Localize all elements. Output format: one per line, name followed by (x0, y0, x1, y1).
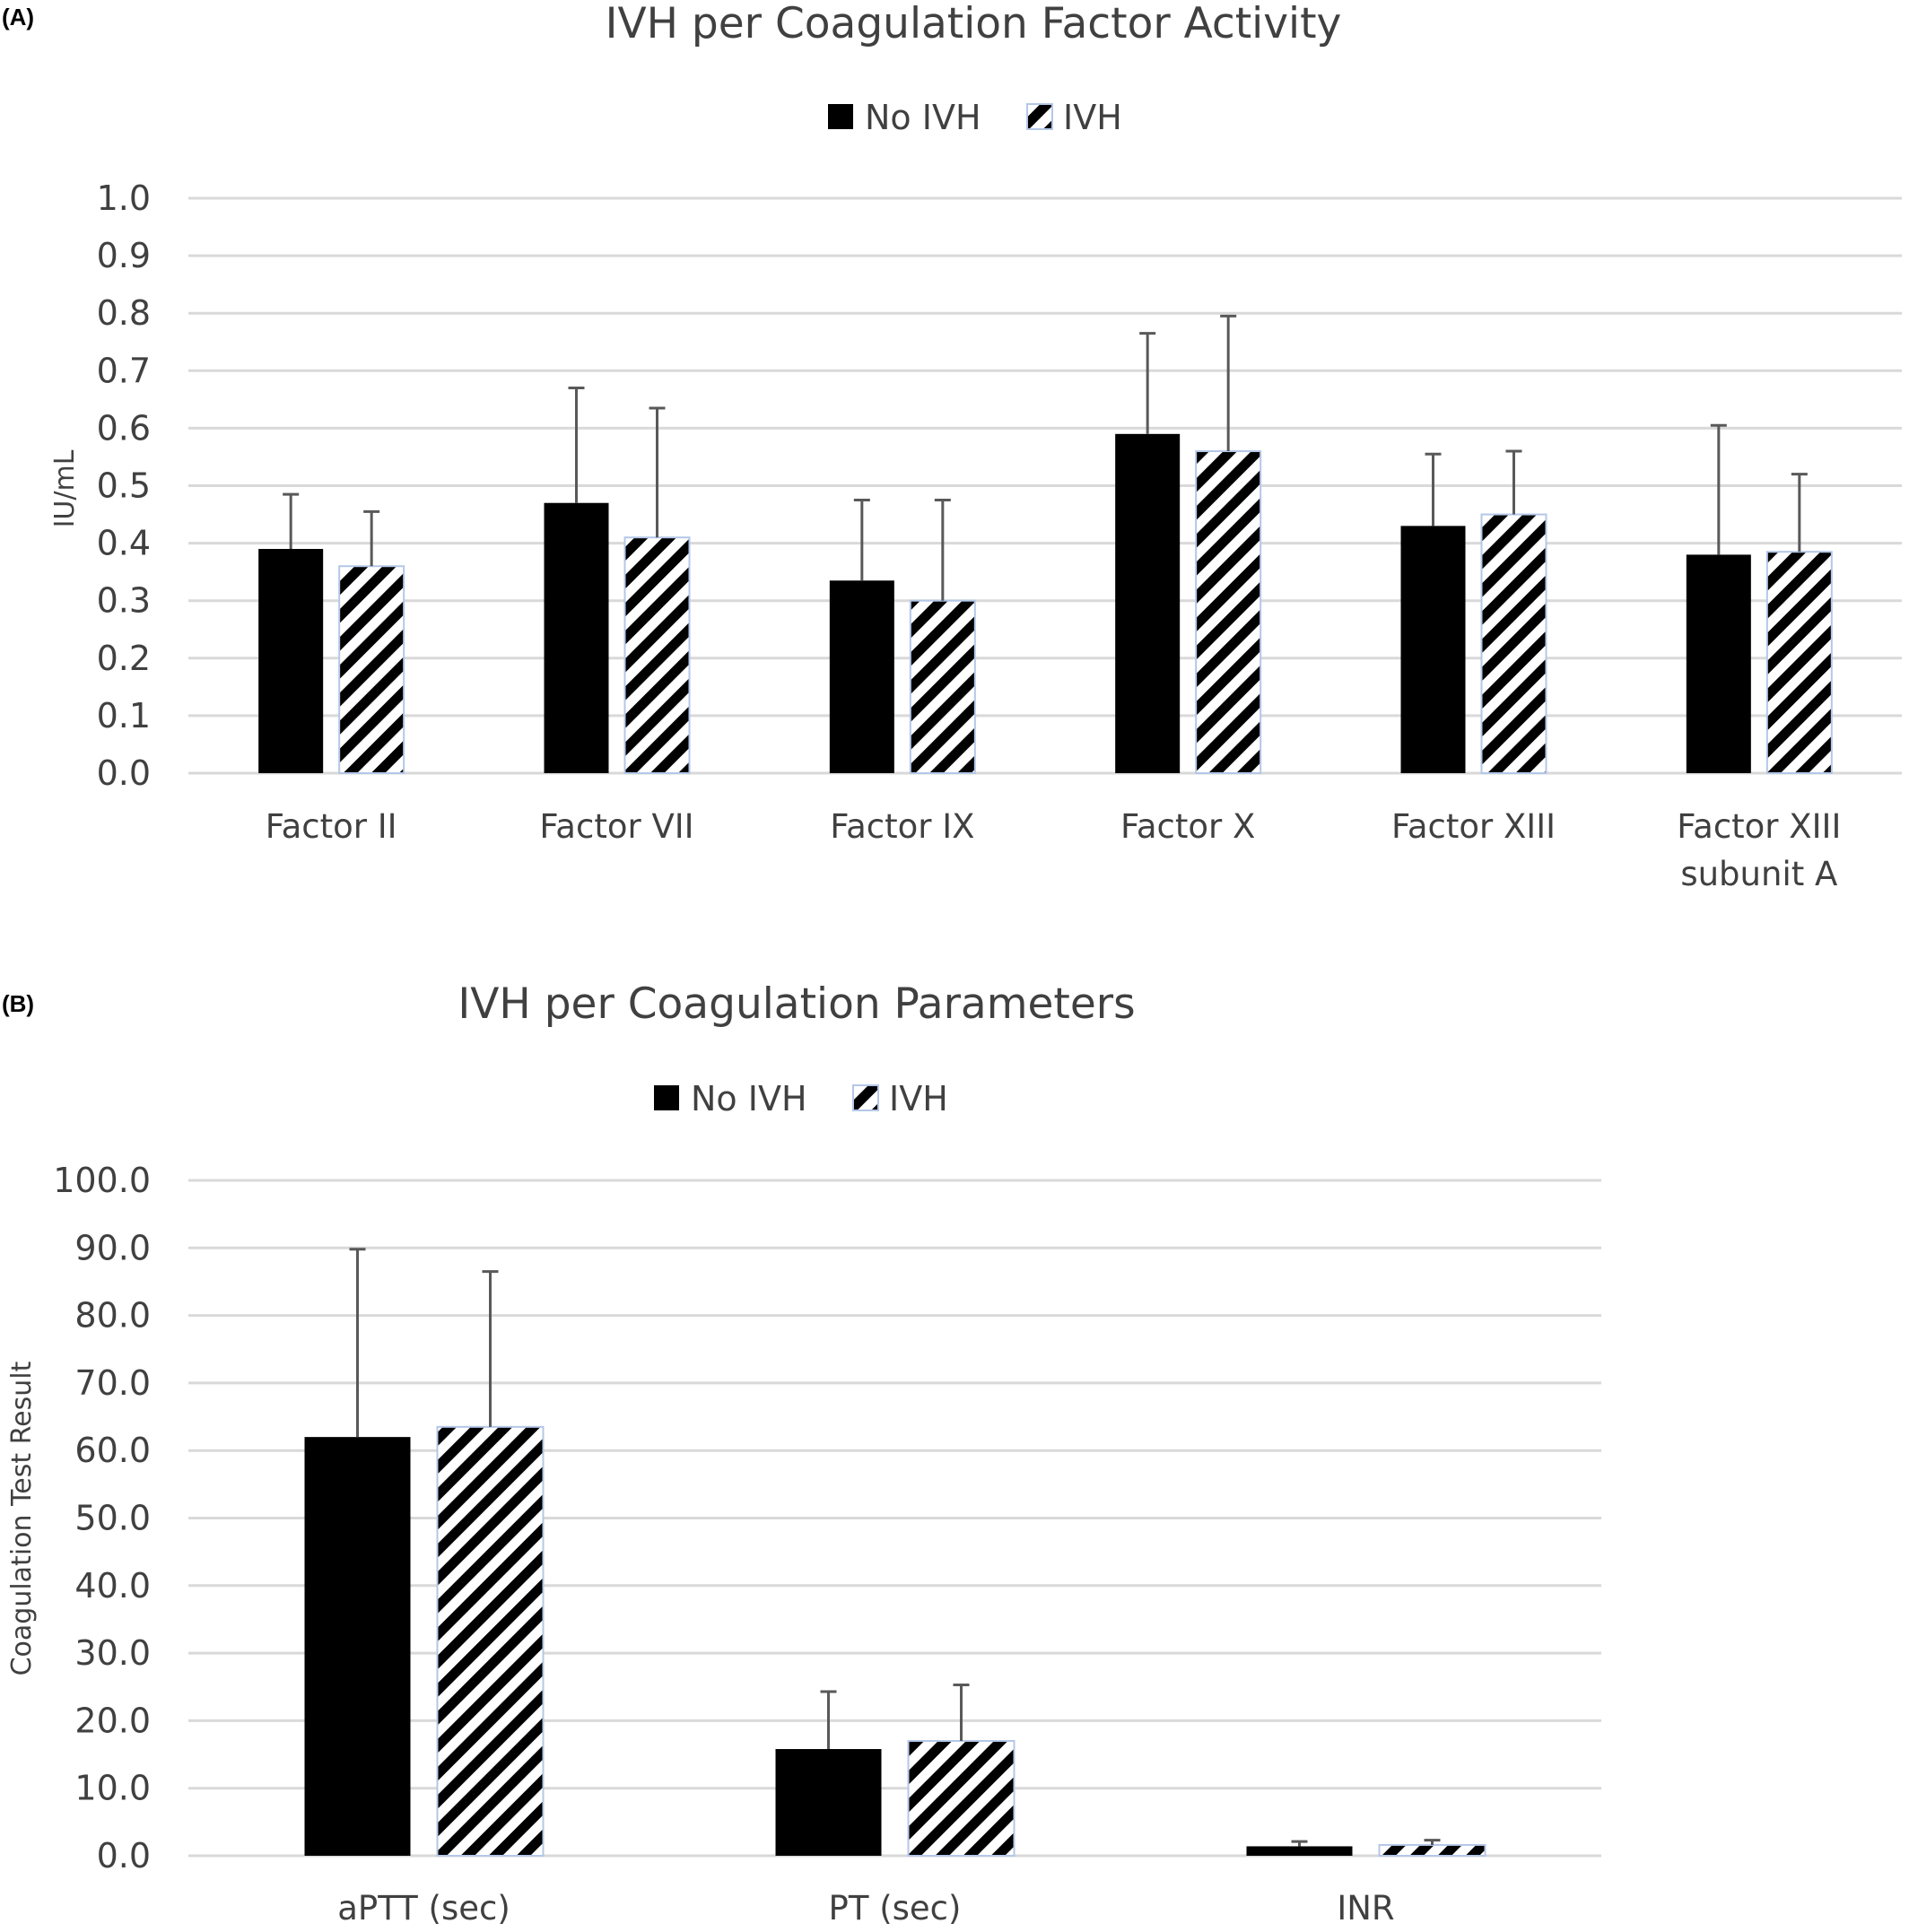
panel-b-legend-swatch-ivh (852, 1084, 879, 1111)
panel-a-bar-ivh (623, 536, 691, 774)
panel-b-plot: 0.0 10.0 20.0 30.0 40.0 50.0 60.0 70.0 80.0 90.0 1… (53, 1161, 1601, 1928)
panel-b-bar-ivh (436, 1425, 545, 1857)
panel-a-category-label: Factor II (266, 807, 397, 846)
panel-b-y-tick-label: 40.0 (74, 1566, 151, 1606)
panel-b-y-tick-label: 10.0 (74, 1769, 151, 1808)
panel-a-legend-swatch-ivh (1026, 103, 1053, 130)
panel-a-y-tick-label: 0.8 (97, 293, 151, 333)
panel-b-y-tick-label: 20.0 (74, 1701, 151, 1740)
panel-b-legend: No IVH IVH (654, 1079, 948, 1118)
panel-a-category-label: Factor IX (830, 807, 974, 846)
panel-a-bar-ivh (1480, 513, 1547, 774)
panel-b-y-tick-label: 50.0 (74, 1499, 151, 1538)
panel-a-category-label: subunit A (1680, 855, 1837, 893)
panel-a-y-axis-title: IU/mL (49, 449, 81, 527)
panel-b-y-tick-label: 0.0 (97, 1836, 151, 1875)
panel-b-label: (B) (2, 990, 34, 1017)
panel-b-bar-no-ivh (304, 1437, 411, 1856)
panel-a-bar-no-ivh (1400, 526, 1466, 773)
panel-b-bar-ivh (907, 1739, 1016, 1857)
panel-b-legend-swatch-no-ivh (654, 1085, 679, 1110)
panel-a-category-label: Factor VII (539, 807, 693, 846)
panel-a-y-tick-label: 0.9 (97, 236, 151, 275)
panel-a-category-label: Factor XIII (1391, 807, 1556, 846)
panel-a-plot: 0.0 0.1 0.2 0.3 0.4 0.5 0.6 0.7 0.8 0.9 1.0 Factor … (97, 178, 1902, 893)
panel-a-y-tick-label: 0.1 (97, 696, 151, 735)
panel-b-category-label: INR (1337, 1889, 1394, 1928)
panel-a-bar-no-ivh (258, 549, 324, 773)
panel-b-y-tick-label: 60.0 (74, 1431, 151, 1470)
panel-a-legend-label-ivh: IVH (1063, 98, 1122, 137)
panel-b-y-tick-label: 30.0 (74, 1633, 151, 1673)
panel-b-title: IVH per Coagulation Parameters (458, 979, 1135, 1029)
panel-a-y-tick-label: 0.5 (97, 466, 151, 506)
panel-b-bar-no-ivh (1246, 1846, 1353, 1856)
panel-a-bar-ivh (909, 599, 976, 775)
panel-a-title: IVH per Coagulation Factor Activity (606, 0, 1342, 48)
panel-b-y-tick-label: 80.0 (74, 1296, 151, 1336)
panel-b-y-tick-label: 100.0 (53, 1161, 151, 1200)
panel-b-bar-no-ivh (775, 1749, 882, 1856)
panel-a-y-tick-label: 0.4 (97, 524, 151, 563)
panel-a-legend-swatch-no-ivh (828, 104, 853, 129)
panel-a-y-tick-label: 1.0 (97, 178, 151, 218)
panel-b-y-axis-title: Coagulation Test Result (6, 1361, 38, 1675)
panel-b-y-tick-label: 70.0 (74, 1363, 151, 1403)
panel-a-y-tick-label: 0.7 (97, 351, 151, 390)
panel-b-category-label: PT (sec) (829, 1889, 962, 1928)
panel-b-legend-label-ivh: IVH (889, 1079, 948, 1118)
panel-a-bar-ivh (338, 565, 405, 774)
panel-b-bar-ivh (1378, 1843, 1486, 1857)
panel-a-y-tick-label: 0.0 (97, 753, 151, 793)
panel-a-bar-ivh (1195, 450, 1262, 774)
panel-a-y-tick-label: 0.6 (97, 408, 151, 448)
panel-a-label: (A) (2, 4, 34, 30)
panel-a-legend-label-no-ivh: No IVH (865, 98, 981, 137)
panel-a-legend: No IVH IVH (828, 98, 1122, 137)
panel-b-legend-label-no-ivh: No IVH (691, 1079, 807, 1118)
panel-a-bar-ivh (1765, 551, 1833, 775)
panel-a-bar-no-ivh (1115, 433, 1181, 773)
panel-a-bar-no-ivh (829, 580, 894, 773)
panel-a-category-label: Factor XIII (1677, 807, 1841, 846)
panel-a-category-label: Factor X (1120, 807, 1255, 846)
panel-a-bar-no-ivh (1686, 554, 1751, 773)
panel-a-y-tick-label: 0.2 (97, 639, 151, 678)
panel-b-y-tick-label: 90.0 (74, 1228, 151, 1267)
panel-b: (B) IVH per Coagulation Parameters No IV… (2, 979, 1601, 1928)
panel-a: (A) IVH per Coagulation Factor Activity … (2, 0, 1902, 893)
panel-a-y-tick-label: 0.3 (97, 581, 151, 621)
panel-b-category-label: aPTT (sec) (337, 1889, 510, 1928)
panel-a-bar-no-ivh (544, 502, 609, 773)
